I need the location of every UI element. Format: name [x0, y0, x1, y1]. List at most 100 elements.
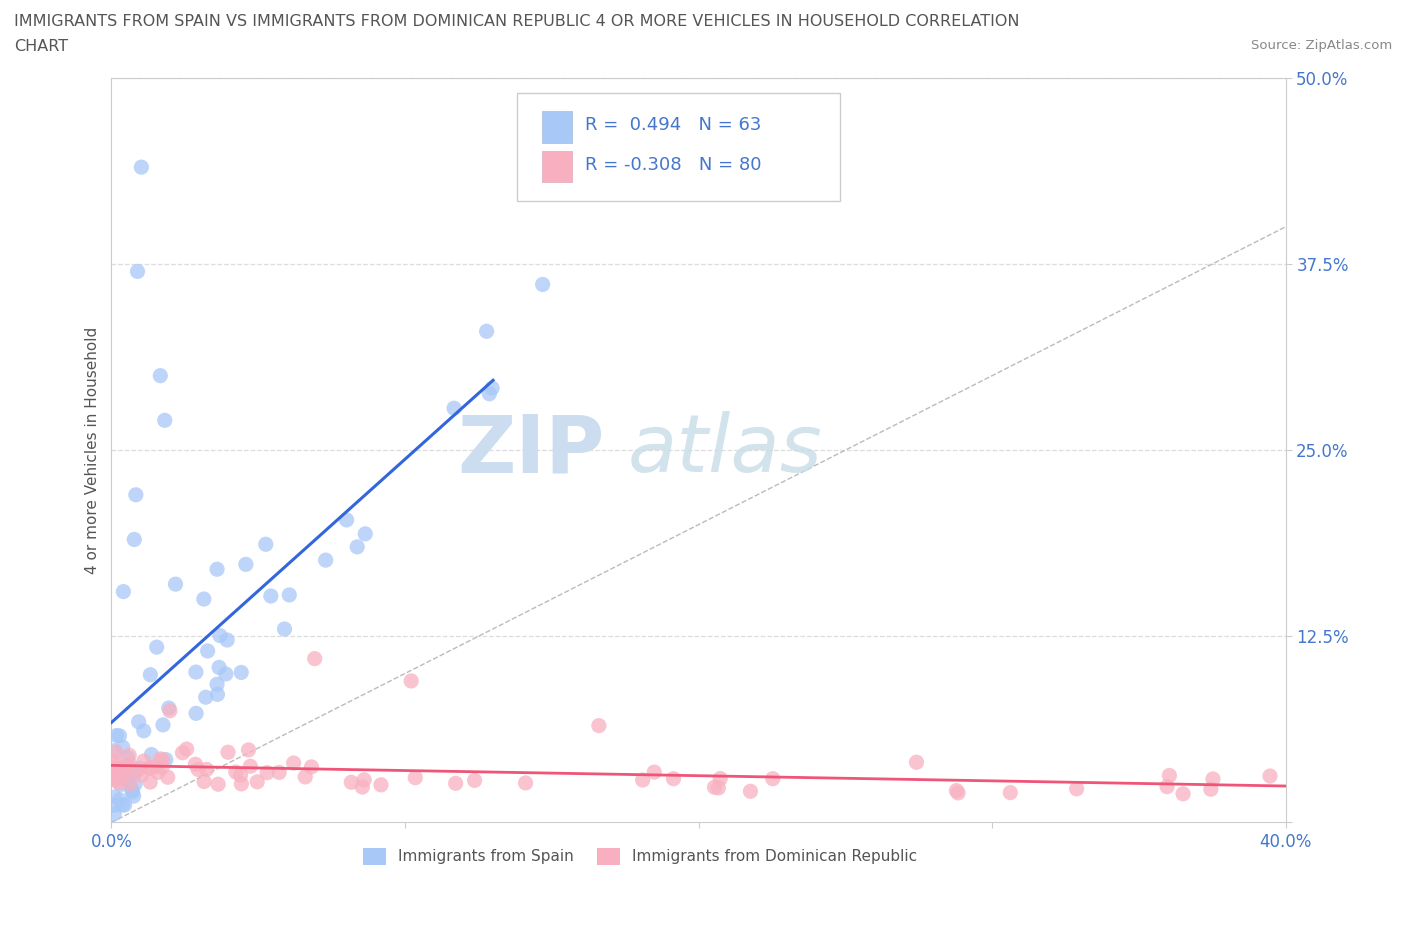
Point — [217, 745, 239, 760]
Point — [103, 773, 125, 788]
Point — [103, 806, 125, 821]
Point — [207, 777, 229, 791]
Point — [149, 751, 172, 766]
Point — [404, 770, 426, 785]
Point — [103, 769, 125, 784]
Point — [121, 785, 143, 800]
Point — [340, 775, 363, 790]
Point — [105, 728, 128, 743]
Point — [139, 761, 162, 776]
Point — [709, 771, 731, 786]
Point — [352, 779, 374, 794]
Point — [124, 777, 146, 791]
Text: Source: ZipAtlas.com: Source: ZipAtlas.com — [1251, 39, 1392, 52]
Point — [112, 584, 135, 599]
Y-axis label: 4 or more Vehicles in Household: 4 or more Vehicles in Household — [86, 326, 100, 574]
Point — [399, 673, 422, 688]
Point — [111, 766, 134, 781]
Point — [1202, 772, 1225, 787]
Point — [225, 764, 247, 779]
Point — [740, 784, 762, 799]
Point — [588, 718, 610, 733]
Text: CHART: CHART — [14, 39, 67, 54]
Point — [165, 577, 187, 591]
Point — [110, 777, 132, 792]
Point — [118, 748, 141, 763]
Point — [104, 764, 127, 778]
Point — [335, 512, 357, 527]
Point — [370, 777, 392, 792]
Point — [1199, 782, 1222, 797]
Point — [443, 401, 465, 416]
Point — [143, 759, 166, 774]
Point — [481, 380, 503, 395]
Point — [184, 757, 207, 772]
Point — [121, 782, 143, 797]
Point — [229, 767, 252, 782]
Point — [269, 765, 291, 780]
Point — [139, 668, 162, 683]
Point — [205, 677, 228, 692]
Point — [531, 277, 554, 292]
Point — [176, 741, 198, 756]
Point — [315, 552, 337, 567]
Point — [105, 758, 128, 773]
Point — [184, 706, 207, 721]
Point — [138, 761, 160, 776]
Point — [945, 783, 967, 798]
Point — [128, 714, 150, 729]
Point — [114, 765, 136, 780]
Point — [103, 754, 125, 769]
Text: R = -0.308   N = 80: R = -0.308 N = 80 — [585, 156, 761, 174]
Point — [117, 751, 139, 765]
Point — [103, 743, 125, 758]
Point — [703, 780, 725, 795]
Point — [1258, 768, 1281, 783]
Point — [256, 765, 278, 780]
Text: R =  0.494   N = 63: R = 0.494 N = 63 — [585, 115, 761, 134]
Point — [464, 773, 486, 788]
Point — [273, 621, 295, 636]
Point — [172, 745, 194, 760]
Point — [905, 755, 928, 770]
Point — [478, 386, 501, 401]
Point — [231, 665, 253, 680]
Point — [946, 786, 969, 801]
Point — [129, 767, 152, 782]
Point — [120, 777, 142, 791]
Point — [155, 752, 177, 767]
Point — [132, 724, 155, 738]
Point — [1159, 768, 1181, 783]
Point — [475, 324, 498, 339]
Point — [239, 759, 262, 774]
Text: ZIP: ZIP — [457, 411, 605, 489]
Bar — [543, 112, 572, 142]
Point — [122, 789, 145, 804]
Point — [103, 768, 125, 783]
Point — [643, 764, 665, 779]
Point — [141, 747, 163, 762]
Point — [254, 537, 277, 551]
Point — [103, 761, 125, 776]
Point — [231, 777, 253, 791]
Point — [283, 755, 305, 770]
Point — [238, 742, 260, 757]
Point — [146, 764, 169, 779]
Point — [145, 640, 167, 655]
Point — [235, 557, 257, 572]
Point — [184, 665, 207, 680]
Point — [104, 761, 127, 776]
Point — [157, 700, 180, 715]
Point — [707, 780, 730, 795]
Point — [128, 761, 150, 776]
Point — [197, 644, 219, 658]
Point — [124, 532, 146, 547]
Point — [304, 651, 326, 666]
Point — [444, 776, 467, 790]
Text: atlas: atlas — [628, 411, 823, 489]
Point — [104, 745, 127, 760]
Point — [187, 762, 209, 777]
Bar — [543, 151, 572, 182]
Point — [108, 728, 131, 743]
Point — [139, 775, 162, 790]
